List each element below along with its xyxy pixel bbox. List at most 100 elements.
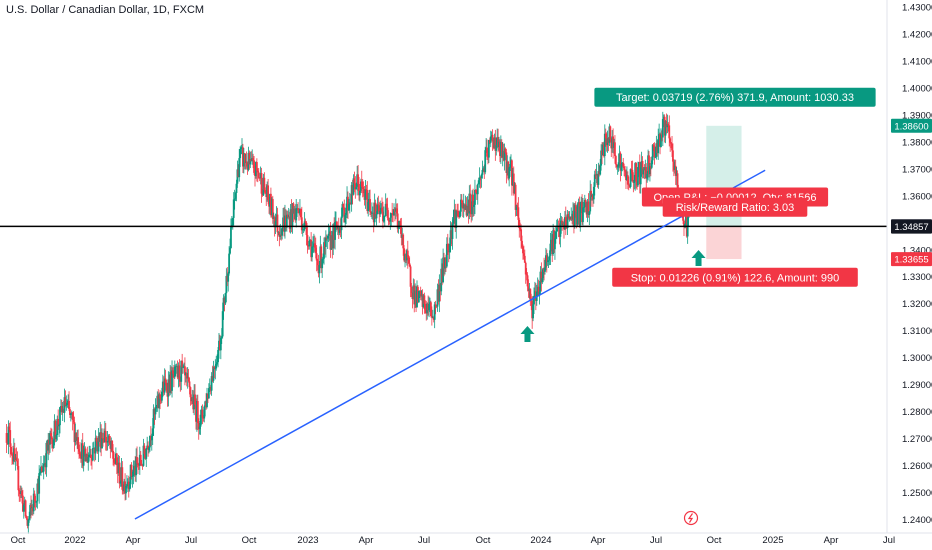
candle-body <box>470 211 473 215</box>
candle <box>98 432 101 447</box>
candle-body <box>51 439 54 449</box>
candle-body <box>207 388 210 399</box>
candle <box>125 483 127 500</box>
candle <box>83 442 86 457</box>
target-label-text: Target: 0.03719 (2.76%) 371.9, Amount: 1… <box>616 92 854 104</box>
candle <box>569 216 572 221</box>
price-axis[interactable]: 1.240001.250001.260001.270001.280001.290… <box>886 0 932 533</box>
candle-body <box>159 394 161 399</box>
candle <box>239 146 242 168</box>
candle <box>572 202 574 226</box>
candle <box>175 363 178 374</box>
candle-body <box>583 199 586 208</box>
candle <box>6 442 9 445</box>
candle <box>31 504 34 516</box>
candle <box>54 419 57 443</box>
candle-body <box>317 265 320 274</box>
candle <box>481 160 484 179</box>
candle-body <box>381 207 383 212</box>
candle-body <box>337 227 340 233</box>
y-tick-label: 1.39000 <box>902 111 932 122</box>
candle <box>391 202 394 222</box>
candle <box>140 459 143 467</box>
candle-body <box>449 230 452 244</box>
candle-body <box>636 181 638 186</box>
candle-body <box>347 196 349 210</box>
candle <box>543 257 545 281</box>
candle-body <box>360 181 363 187</box>
candle <box>613 138 615 154</box>
candle-body <box>237 169 240 178</box>
candle <box>315 245 318 272</box>
candle-body <box>132 469 135 477</box>
candle-body <box>673 165 676 170</box>
candle-body <box>651 144 654 161</box>
candle <box>554 226 557 244</box>
candle-body <box>366 190 369 212</box>
candle <box>349 193 352 205</box>
candle-body <box>299 208 302 218</box>
candle <box>456 203 459 218</box>
candle <box>29 503 32 521</box>
candle-body <box>557 227 560 229</box>
candle <box>52 431 55 449</box>
candle <box>423 292 426 314</box>
candle <box>359 190 361 202</box>
candle-body <box>489 136 492 143</box>
candle-body <box>558 228 561 237</box>
candle-body <box>473 204 475 207</box>
candle-body <box>333 224 336 240</box>
candle-body <box>178 365 181 380</box>
candle-body <box>210 376 213 391</box>
candle <box>621 161 624 172</box>
candle <box>227 271 230 292</box>
candle <box>12 445 14 465</box>
candle-body <box>233 198 236 200</box>
candle-body <box>61 408 64 413</box>
candle <box>578 196 581 228</box>
candle <box>585 202 588 218</box>
candle-body <box>563 217 566 230</box>
candle <box>263 172 266 194</box>
candle-body <box>23 500 26 506</box>
candle <box>503 143 506 171</box>
candle <box>312 233 315 254</box>
time-axis[interactable]: Oct 2022 Apr Jul Oct 2023 Apr Jul Oct 2024 Apr Jul O… <box>0 510 932 547</box>
candle-body <box>6 442 9 445</box>
candle <box>452 209 455 227</box>
candle <box>15 447 18 462</box>
candle <box>612 128 614 159</box>
candle <box>269 193 271 216</box>
candle <box>179 376 182 392</box>
candle-body <box>378 205 381 215</box>
candle <box>488 137 491 144</box>
drawing-lines[interactable] <box>0 169 887 520</box>
candle-body <box>166 390 169 397</box>
candle-body <box>127 481 130 490</box>
candle <box>7 420 10 455</box>
candle-body <box>609 126 612 140</box>
candle <box>264 187 267 194</box>
candle-body <box>20 491 22 494</box>
risk-reward-label-text: Risk/Reward Ratio: 3.03 <box>676 202 795 214</box>
candle-body <box>578 202 581 226</box>
candle <box>434 300 437 315</box>
candle <box>114 458 116 465</box>
candle <box>137 457 140 470</box>
candle-body <box>60 406 63 413</box>
candle-body <box>71 412 74 420</box>
candle <box>186 367 189 389</box>
candle <box>232 192 235 227</box>
candle <box>382 201 384 229</box>
candle-body <box>54 420 57 440</box>
candle-body <box>624 170 626 172</box>
candle-body <box>283 217 285 232</box>
candle-body <box>585 202 588 215</box>
candle <box>512 166 515 196</box>
candle-body <box>88 454 91 458</box>
candle <box>618 145 621 169</box>
candle-body <box>534 291 537 301</box>
candle <box>240 145 242 155</box>
candle-body <box>340 216 343 231</box>
